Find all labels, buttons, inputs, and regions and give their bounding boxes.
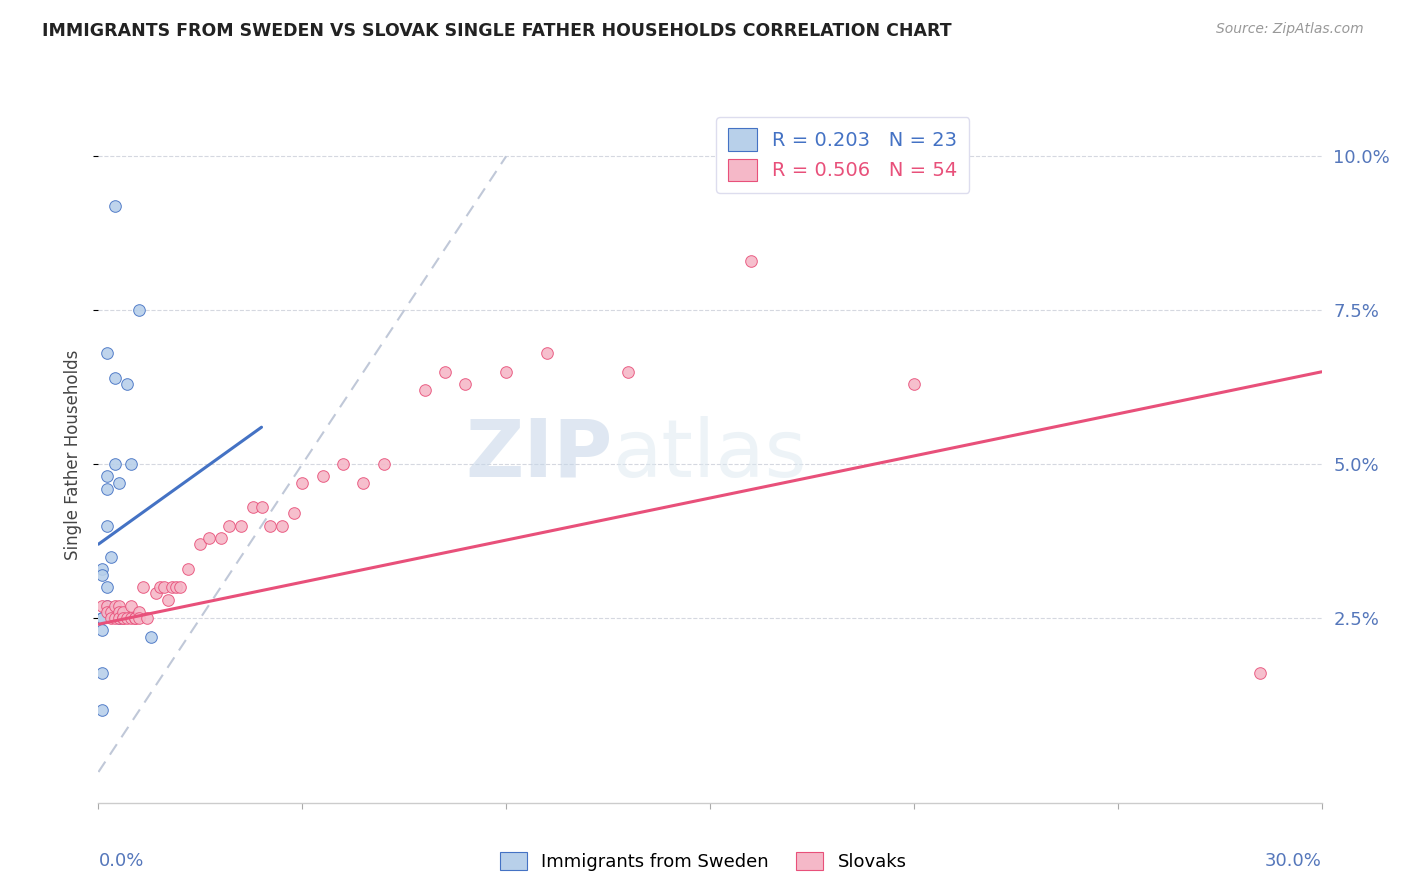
Point <box>91 562 114 576</box>
Text: IMMIGRANTS FROM SWEDEN VS SLOVAK SINGLE FATHER HOUSEHOLDS CORRELATION CHART: IMMIGRANTS FROM SWEDEN VS SLOVAK SINGLE … <box>42 22 952 40</box>
Point <box>124 611 146 625</box>
Point <box>145 586 167 600</box>
Point <box>91 611 114 625</box>
Point <box>218 518 240 533</box>
Point <box>1249 666 1271 681</box>
Point <box>149 580 172 594</box>
Point <box>96 482 118 496</box>
Point <box>108 605 131 619</box>
Point <box>156 592 179 607</box>
Point <box>160 580 183 594</box>
Point <box>250 500 273 515</box>
Point <box>91 611 114 625</box>
Point <box>413 384 436 398</box>
Point <box>96 605 118 619</box>
Point <box>108 611 131 625</box>
Text: atlas: atlas <box>612 416 807 494</box>
Point <box>165 580 187 594</box>
Point <box>132 580 155 594</box>
Point <box>124 611 146 625</box>
Point <box>434 365 457 379</box>
Point <box>283 507 305 521</box>
Point <box>120 599 142 613</box>
Point <box>96 599 118 613</box>
Point <box>270 518 294 533</box>
Point <box>108 611 131 625</box>
Point <box>96 599 118 613</box>
Point <box>96 346 118 360</box>
Point <box>312 469 335 483</box>
Point <box>128 611 150 625</box>
Point <box>903 377 925 392</box>
Text: 0.0%: 0.0% <box>98 852 143 870</box>
Point <box>91 666 114 681</box>
Point <box>108 475 131 490</box>
Point <box>91 624 114 638</box>
Point <box>104 599 127 613</box>
Point <box>373 457 395 471</box>
Point <box>108 599 131 613</box>
Point <box>120 457 142 471</box>
Y-axis label: Single Father Households: Single Father Households <box>65 350 83 560</box>
Point <box>536 346 558 360</box>
Point <box>128 605 150 619</box>
Point <box>141 630 163 644</box>
Point <box>100 605 122 619</box>
Point <box>96 469 118 483</box>
Point <box>188 537 212 551</box>
Point <box>352 475 374 490</box>
Point <box>104 457 127 471</box>
Point <box>177 562 200 576</box>
Point <box>111 611 134 625</box>
Point <box>136 611 159 625</box>
Point <box>96 518 118 533</box>
Point <box>115 377 138 392</box>
Point <box>104 198 127 212</box>
Point <box>104 611 127 625</box>
Point <box>128 303 150 318</box>
Point <box>291 475 314 490</box>
Point <box>91 703 114 717</box>
Text: Source: ZipAtlas.com: Source: ZipAtlas.com <box>1216 22 1364 37</box>
Point <box>104 371 127 385</box>
Point <box>96 580 118 594</box>
Legend: Immigrants from Sweden, Slovaks: Immigrants from Sweden, Slovaks <box>492 845 914 879</box>
Point <box>740 254 762 268</box>
Point <box>454 377 477 392</box>
Point <box>197 531 219 545</box>
Point <box>152 580 174 594</box>
Point <box>120 611 142 625</box>
Point <box>100 549 122 564</box>
Point <box>617 365 640 379</box>
Point <box>100 611 122 625</box>
Point <box>169 580 191 594</box>
Point <box>495 365 517 379</box>
Point <box>242 500 264 515</box>
Text: 30.0%: 30.0% <box>1265 852 1322 870</box>
Point <box>209 531 232 545</box>
Point <box>259 518 281 533</box>
Point <box>115 611 138 625</box>
Legend: R = 0.203   N = 23, R = 0.506   N = 54: R = 0.203 N = 23, R = 0.506 N = 54 <box>716 117 969 193</box>
Point <box>332 457 354 471</box>
Point <box>111 605 134 619</box>
Text: ZIP: ZIP <box>465 416 612 494</box>
Point <box>111 611 134 625</box>
Point <box>231 518 253 533</box>
Point <box>91 599 114 613</box>
Point <box>91 568 114 582</box>
